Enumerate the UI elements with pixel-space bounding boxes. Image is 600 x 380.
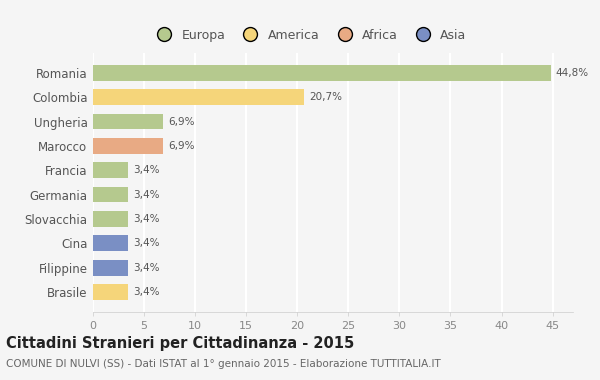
Bar (93, 114, 163, 130)
Bar (93, 65, 551, 81)
Text: 3,4%: 3,4% (133, 165, 160, 175)
Legend: Europa, America, Africa, Asia: Europa, America, Africa, Asia (149, 26, 469, 44)
Text: 6,9%: 6,9% (169, 141, 195, 151)
Text: 3,4%: 3,4% (133, 214, 160, 224)
Text: 6,9%: 6,9% (169, 117, 195, 127)
Bar (93, 187, 128, 203)
Text: 3,4%: 3,4% (133, 287, 160, 297)
Text: Cittadini Stranieri per Cittadinanza - 2015: Cittadini Stranieri per Cittadinanza - 2… (6, 336, 354, 351)
Text: 44,8%: 44,8% (556, 68, 589, 78)
Text: 3,4%: 3,4% (133, 190, 160, 200)
Bar (93, 235, 128, 251)
Text: 3,4%: 3,4% (133, 263, 160, 272)
Bar (93, 138, 163, 154)
Bar (93, 284, 128, 300)
Bar (93, 89, 304, 105)
Bar (93, 260, 128, 276)
Bar (93, 162, 128, 178)
Text: 20,7%: 20,7% (310, 92, 343, 102)
Text: COMUNE DI NULVI (SS) - Dati ISTAT al 1° gennaio 2015 - Elaborazione TUTTITALIA.I: COMUNE DI NULVI (SS) - Dati ISTAT al 1° … (6, 359, 441, 369)
Bar (93, 211, 128, 227)
Text: 3,4%: 3,4% (133, 238, 160, 248)
